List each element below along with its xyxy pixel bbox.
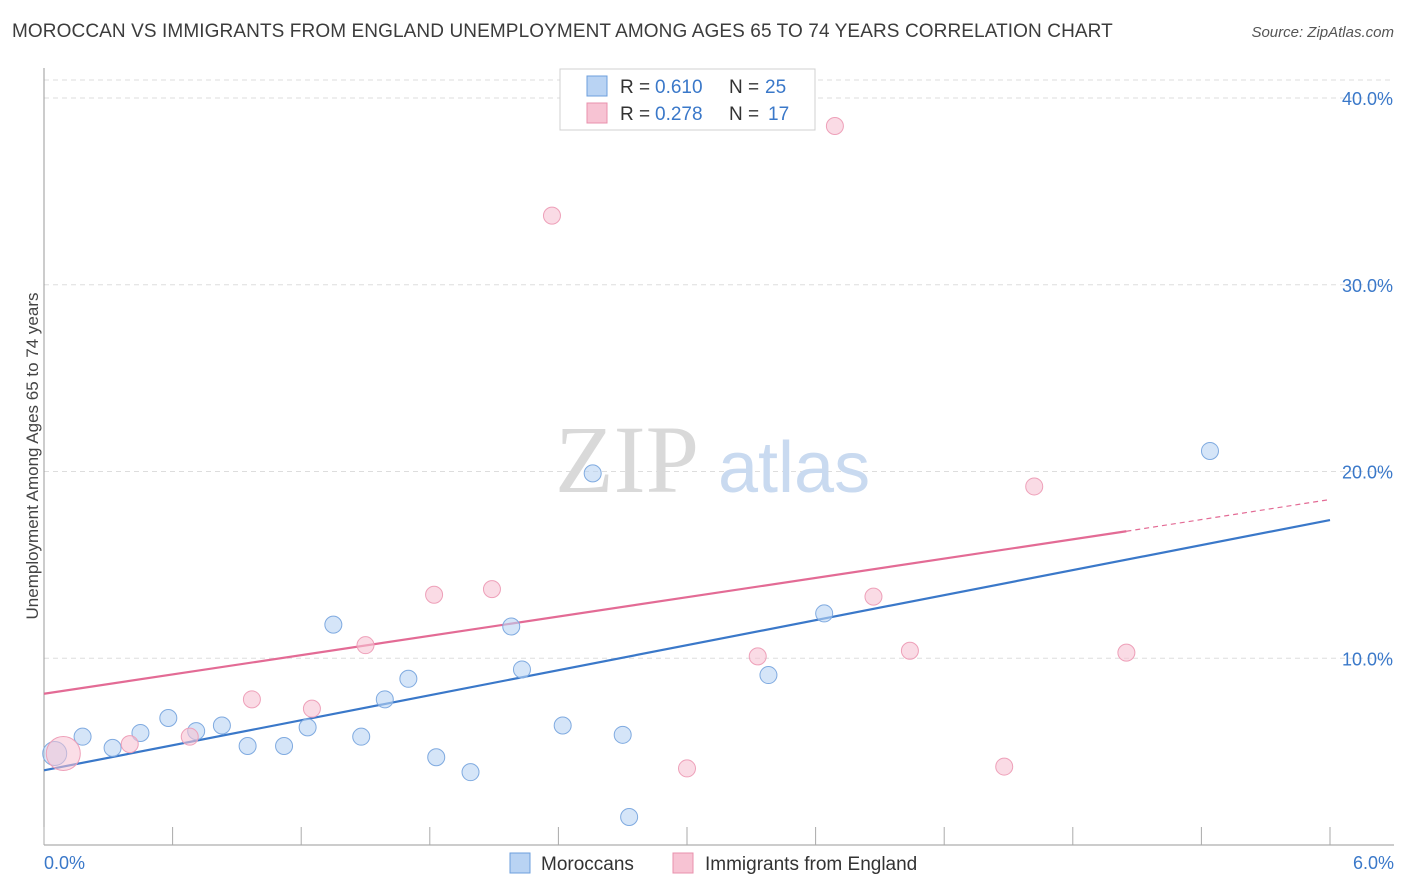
point-england bbox=[482, 580, 501, 599]
point-england bbox=[825, 117, 844, 136]
point-moroccans bbox=[159, 709, 178, 728]
x-tick-label-min: 0.0% bbox=[44, 853, 85, 873]
series-legend-swatch-england bbox=[672, 852, 694, 874]
point-moroccans bbox=[583, 464, 602, 483]
legend-swatch-moroccans bbox=[586, 75, 608, 97]
legend-n-label-1: N = bbox=[729, 77, 759, 98]
point-moroccans bbox=[553, 716, 572, 735]
point-moroccans bbox=[298, 718, 317, 737]
series-legend-swatch-moroccans bbox=[509, 852, 531, 874]
point-england bbox=[1025, 477, 1044, 496]
point-moroccans bbox=[103, 738, 122, 757]
point-england bbox=[120, 735, 139, 754]
point-england bbox=[302, 699, 321, 718]
point-moroccans bbox=[131, 723, 150, 742]
point-moroccans bbox=[502, 617, 521, 636]
point-moroccans bbox=[238, 737, 257, 756]
legend-n-label-2: N = bbox=[729, 104, 759, 125]
point-moroccans bbox=[275, 737, 294, 756]
point-moroccans bbox=[399, 669, 418, 688]
point-england bbox=[748, 647, 767, 666]
point-england bbox=[425, 585, 444, 604]
legend-n-value-1: 25 bbox=[765, 77, 786, 98]
y-tick-label: 30.0% bbox=[1342, 276, 1393, 296]
x-axis-ticks bbox=[43, 827, 1331, 845]
stats-legend: R = 0.610 N = 25 R = 0.278 N = 17 bbox=[559, 68, 816, 131]
legend-r-value-2: 0.278 bbox=[655, 104, 703, 125]
point-moroccans bbox=[759, 666, 778, 685]
series-legend: Moroccans Immigrants from England bbox=[509, 852, 917, 875]
x-tick-label-max: 6.0% bbox=[1353, 853, 1394, 873]
y-tick-labels: 10.0% 20.0% 30.0% 40.0% bbox=[1342, 89, 1393, 669]
y-tick-label: 20.0% bbox=[1342, 463, 1393, 483]
trend-lines bbox=[43, 498, 1331, 772]
watermark-atlas: atlas bbox=[718, 428, 870, 508]
legend-r-label-1: R = bbox=[620, 77, 650, 98]
point-moroccans bbox=[613, 725, 632, 744]
point-moroccans bbox=[620, 807, 639, 826]
point-england bbox=[900, 641, 919, 660]
y-tick-label: 10.0% bbox=[1342, 649, 1393, 669]
point-england bbox=[542, 206, 561, 225]
watermark-zip: ZIP bbox=[555, 406, 699, 513]
point-moroccans bbox=[212, 716, 231, 735]
point-moroccans bbox=[815, 604, 834, 623]
point-england bbox=[180, 727, 199, 746]
legend-r-value-1: 0.610 bbox=[655, 77, 703, 98]
trend-line-england bbox=[43, 530, 1127, 695]
point-moroccans bbox=[512, 660, 531, 679]
series-legend-label-moroccans: Moroccans bbox=[541, 854, 634, 875]
y-axis-label: Unemployment Among Ages 65 to 74 years bbox=[23, 293, 42, 620]
trend-line-moroccans bbox=[43, 518, 1331, 772]
point-england bbox=[242, 690, 261, 709]
point-moroccans bbox=[461, 763, 480, 782]
series-legend-label-england: Immigrants from England bbox=[705, 854, 917, 875]
point-england bbox=[356, 636, 375, 655]
legend-n-value-2: 17 bbox=[768, 104, 789, 125]
y-tick-label: 40.0% bbox=[1342, 89, 1393, 109]
source-label: Source: ZipAtlas.com bbox=[1251, 24, 1394, 41]
point-england bbox=[1117, 643, 1136, 662]
point-moroccans bbox=[324, 615, 343, 634]
gridlines bbox=[44, 79, 1394, 659]
legend-r-label-2: R = bbox=[620, 104, 650, 125]
point-moroccans bbox=[375, 690, 394, 709]
point-england bbox=[45, 735, 81, 771]
chart-title: MOROCCAN VS IMMIGRANTS FROM ENGLAND UNEM… bbox=[12, 21, 1113, 42]
trend-extension-england bbox=[1126, 498, 1331, 532]
point-england bbox=[995, 757, 1014, 776]
point-moroccans bbox=[352, 727, 371, 746]
point-moroccans bbox=[427, 748, 446, 767]
point-england bbox=[678, 759, 696, 778]
point-moroccans bbox=[73, 727, 92, 746]
point-moroccans bbox=[1200, 441, 1219, 460]
point-england bbox=[864, 587, 883, 606]
legend-swatch-england bbox=[586, 102, 608, 124]
data-points bbox=[42, 117, 1219, 826]
